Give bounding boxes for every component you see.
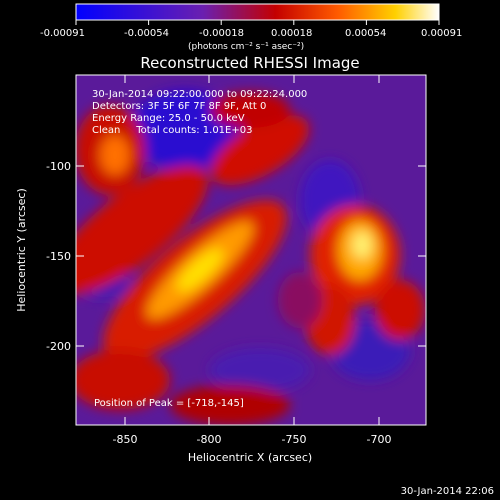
colorbar-tick-label: 0.00054 bbox=[345, 28, 386, 39]
info-line-energy: Energy Range: 25.0 - 50.0 keV bbox=[92, 113, 245, 124]
colorbar-tick-label: 0.00091 bbox=[421, 28, 462, 39]
plot-frame bbox=[75, 74, 427, 426]
y-tick-label: -100 bbox=[46, 160, 71, 173]
y-tick-label: -150 bbox=[46, 250, 71, 263]
x-tick-label: -700 bbox=[367, 433, 392, 446]
colorbar: -0.00091 -0.00054 -0.00018 0.00018 0.000… bbox=[40, 3, 462, 52]
info-line-detectors: Detectors: 3F 5F 6F 7F 8F 9F, Att 0 bbox=[92, 101, 266, 112]
info-line-time: 30-Jan-2014 09:22:00.000 to 09:22:24.000 bbox=[92, 89, 307, 100]
colorbar-tick-label: 0.00018 bbox=[271, 28, 312, 39]
plot-title: Reconstructed RHESSI Image bbox=[140, 54, 359, 72]
colorbar-gradient bbox=[75, 3, 440, 21]
info-line-counts: Clean Total counts: 1.01E+03 bbox=[92, 125, 252, 136]
footer-timestamp: 30-Jan-2014 22:06 bbox=[401, 486, 494, 497]
x-axis-label: Heliocentric X (arcsec) bbox=[188, 451, 312, 464]
colorbar-tick-label: -0.00018 bbox=[199, 28, 244, 39]
colorbar-ticks bbox=[75, 20, 440, 25]
peak-position-label: Position of Peak = [-718,-145] bbox=[94, 398, 244, 409]
y-axis-label: Heliocentric Y (arcsec) bbox=[15, 188, 28, 312]
y-tick-label: -200 bbox=[46, 340, 71, 353]
x-tick-label: -800 bbox=[197, 433, 222, 446]
x-tick-label: -750 bbox=[282, 433, 307, 446]
x-tick-label: -850 bbox=[113, 433, 138, 446]
colorbar-tick-label: -0.00054 bbox=[124, 28, 169, 39]
colorbar-tick-label: -0.00091 bbox=[40, 28, 85, 39]
rhessi-image bbox=[76, 75, 426, 425]
colorbar-unit-label: (photons cm⁻² s⁻¹ asec⁻²) bbox=[188, 42, 304, 52]
